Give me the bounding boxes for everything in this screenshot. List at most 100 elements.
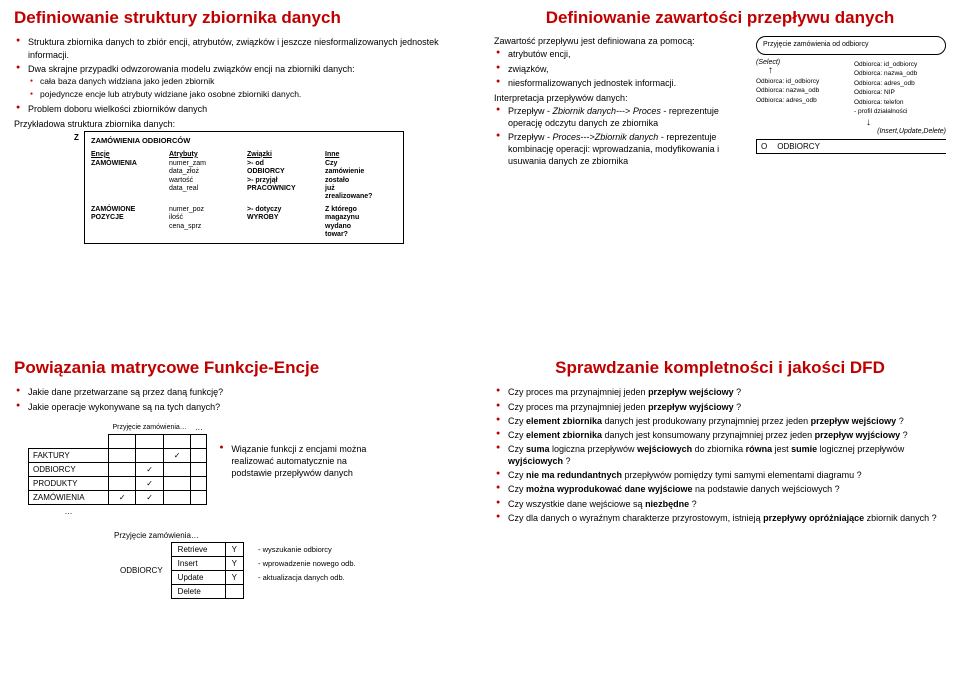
z-label: Z bbox=[74, 133, 79, 142]
iud: (Insert,Update,Delete) bbox=[854, 128, 946, 135]
slide4-title: Sprawdzanie kompletności i jakości DFD bbox=[494, 358, 946, 378]
arrow-down-icon: ↓ bbox=[854, 118, 946, 128]
zbiornik-box: ZAMÓWIENIA ODBIORCÓW Encje ZAMÓWIENIA At… bbox=[84, 131, 404, 245]
text-7-0: Czy wszystkie dane wejściowe są bbox=[508, 499, 645, 509]
y2: Y bbox=[225, 570, 243, 584]
check-4: Czy suma logiczna przepływów wejściowych… bbox=[494, 443, 946, 467]
matrix-1: Przyjęcie zamówienia…… FAKTURY✓ ODBIORCY… bbox=[28, 421, 207, 519]
check-0: Czy proces ma przynajmniej jeden przepły… bbox=[494, 386, 946, 398]
dfd-checks: Czy proces ma przynajmniej jeden przepły… bbox=[494, 386, 946, 523]
check-2: Czy element zbiornika danych jest produk… bbox=[494, 415, 946, 427]
r2i: Z którego magazynu wydano towar? bbox=[325, 206, 397, 240]
slide1-bullets: Struktura zbiornika danych to zbiór encj… bbox=[14, 36, 466, 115]
bold-7-1: niezbędne bbox=[645, 499, 689, 509]
bold-4-5: równa bbox=[746, 444, 773, 454]
i1c: ---> bbox=[616, 106, 630, 116]
text-5-0: Czy bbox=[508, 470, 526, 480]
op1: Insert bbox=[171, 556, 225, 570]
check-7: Czy wszystkie dane wejściowe są niezbędn… bbox=[494, 498, 946, 510]
b2b: pojedyncze encje lub atrybuty widziane j… bbox=[28, 89, 466, 100]
bold-4-7: sumie bbox=[791, 444, 817, 454]
bold-8-1: przepływy opróżniające bbox=[763, 513, 864, 523]
slide-1: Definiowanie struktury zbiornika danych … bbox=[0, 0, 480, 340]
f1-2: Odbiorca: adres_odb bbox=[756, 97, 848, 104]
f2-2: Odbiorca: adres_odb bbox=[854, 80, 946, 87]
c0: Encje bbox=[91, 151, 163, 158]
text-0-0: Czy proces ma przynajmniej jeden bbox=[508, 387, 648, 397]
bold-2-1: element zbiornika bbox=[526, 416, 602, 426]
r2e: ZAMÓWIONE POZYCJE bbox=[91, 206, 163, 223]
text-4-2: logiczna przepływów bbox=[550, 444, 638, 454]
r1e: ZAMÓWIENIA bbox=[91, 160, 163, 168]
bold-3-3: przepływ wyjściowy bbox=[815, 430, 901, 440]
d2: - aktualizacja danych odb. bbox=[244, 570, 362, 584]
b3: Problem doboru wielkości zbiorników dany… bbox=[14, 103, 466, 115]
process-box: Przyjęcie zamówienia od odbiorcy bbox=[756, 36, 946, 54]
bold-1-1: przepływ wyjściowy bbox=[648, 402, 734, 412]
y1: Y bbox=[225, 556, 243, 570]
m1r3: ZAMÓWIENIA bbox=[29, 491, 109, 505]
d3 bbox=[244, 584, 362, 598]
r1z: >- od ODBIORCY >- przyjął PRACOWNICY bbox=[247, 160, 319, 194]
m1-col: Przyjęcie zamówienia… bbox=[109, 421, 191, 435]
r1i: Czy zamówienie zostało już zrealizowane? bbox=[325, 160, 397, 202]
text-3-4: ? bbox=[900, 430, 908, 440]
text-6-2: na podstawie danych wejściowych ? bbox=[693, 484, 840, 494]
text-8-2: zbiornik danych ? bbox=[864, 513, 937, 523]
text-6-0: Czy bbox=[508, 484, 526, 494]
slide3-title: Powiązania matrycowe Funkcje-Encje bbox=[14, 358, 466, 378]
c3: Inne bbox=[325, 151, 397, 158]
text-4-6: jest bbox=[772, 444, 791, 454]
slide-4: Sprawdzanie kompletności i jakości DFD C… bbox=[480, 340, 960, 679]
r2a: numer_poz ilość cena_sprz bbox=[169, 206, 241, 231]
i1d: Proces bbox=[633, 106, 661, 116]
lead: Zawartość przepływu jest definiowana za … bbox=[494, 36, 750, 46]
f2-0: Odbiorca: id_odbiorcy bbox=[854, 61, 946, 68]
text-2-2: danych jest produkowany przynajmniej prz… bbox=[602, 416, 811, 426]
y0: Y bbox=[225, 542, 243, 556]
f1-1: Odbiorca: nazwa_odb bbox=[756, 87, 848, 94]
slide-2: Definiowanie zawartości przepływu danych… bbox=[480, 0, 960, 340]
slide-3: Powiązania matrycowe Funkcje-Encje Jakie… bbox=[0, 340, 480, 679]
c2: Związki bbox=[247, 151, 319, 158]
i2d: Zbiornik danych bbox=[595, 132, 659, 142]
interp: Interpretacja przepływów danych: bbox=[494, 93, 750, 103]
dfd-text: Zawartość przepływu jest definiowana za … bbox=[494, 36, 750, 169]
it0: atrybutów encji, bbox=[494, 48, 750, 60]
b1: Struktura zbiornika danych to zbiór encj… bbox=[14, 36, 466, 60]
text-4-4: do zbiornika bbox=[692, 444, 746, 454]
bold-0-1: przepływ wejściowy bbox=[648, 387, 734, 397]
f2-4: Odbiorca: telefon bbox=[854, 99, 946, 106]
note-li: Wiązanie funkcji z encjami można realizo… bbox=[217, 443, 377, 479]
bold-4-9: wyjściowych bbox=[508, 456, 563, 466]
s3-note: Wiązanie funkcji z encjami można realizo… bbox=[217, 443, 377, 481]
f1-0: Odbiorca: id_odbiorcy bbox=[756, 78, 848, 85]
store-name: ODBIORCY bbox=[771, 139, 946, 154]
example-label: Przykładowa struktura zbiornika danych: bbox=[14, 119, 466, 129]
d0: - wyszukanie odbiorcy bbox=[244, 542, 362, 556]
text-2-0: Czy bbox=[508, 416, 526, 426]
text-0-2: ? bbox=[734, 387, 742, 397]
arrow-up-icon: ↑ bbox=[756, 66, 848, 76]
store-o: O bbox=[756, 139, 771, 154]
r2z: >- dotyczy WYROBY bbox=[247, 206, 319, 223]
m1-d: … bbox=[191, 421, 207, 435]
text-3-0: Czy bbox=[508, 430, 526, 440]
text-5-2: przepływów pomiędzy tymi samymi elementa… bbox=[622, 470, 862, 480]
c1: Atrybuty bbox=[169, 151, 241, 158]
op0: Retrieve bbox=[171, 542, 225, 556]
m2side: ODBIORCY bbox=[114, 542, 171, 598]
i2: Przepływ - Proces--->Zbiornik danych - r… bbox=[494, 131, 750, 167]
check-3: Czy element zbiornika danych jest konsum… bbox=[494, 429, 946, 441]
check-1: Czy proces ma przynajmniej jeden przepły… bbox=[494, 401, 946, 413]
f2-3: Odbiorca: NIP bbox=[854, 89, 946, 96]
text-7-2: ? bbox=[689, 499, 697, 509]
m2-lab: Przyjęcie zamówienia… bbox=[114, 531, 466, 540]
b2a: cała baza danych widziana jako jeden zbi… bbox=[28, 76, 466, 87]
it2: niesformalizowanych jednostek informacji… bbox=[494, 77, 750, 89]
check-8: Czy dla danych o wyraźnym charakterze pr… bbox=[494, 512, 946, 524]
m1r1: ODBIORCY bbox=[29, 463, 109, 477]
i2c: ---> bbox=[581, 132, 595, 142]
text-4-10: ? bbox=[563, 456, 571, 466]
box-title: ZAMÓWIENIA ODBIORCÓW bbox=[91, 136, 397, 145]
